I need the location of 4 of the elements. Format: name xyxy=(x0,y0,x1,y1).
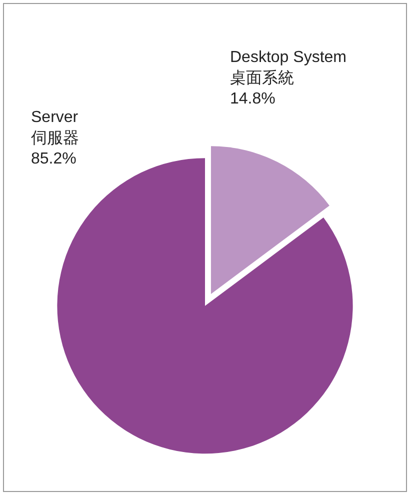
data-label: 85.2% xyxy=(31,150,76,168)
slice-label: Desktop System 桌面系統 xyxy=(230,49,346,87)
slice-label: Server 伺服器 xyxy=(31,109,79,147)
data-label: 14.8% xyxy=(230,90,276,108)
